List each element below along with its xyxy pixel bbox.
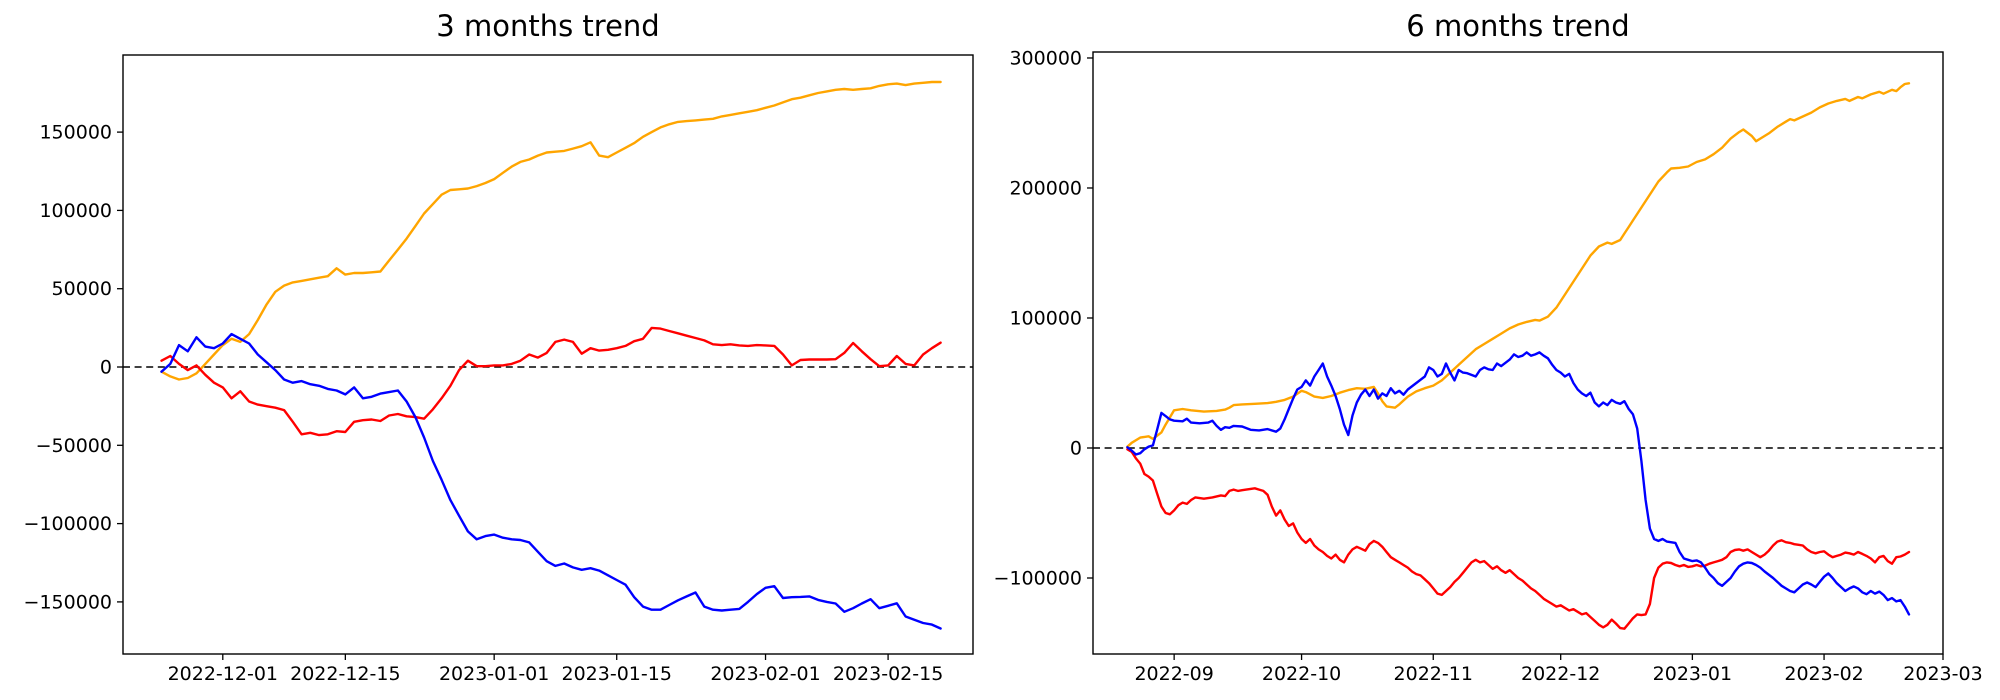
left-series-red-line xyxy=(160,326,942,437)
right-chart-title: 6 months trend xyxy=(1406,9,1629,43)
left-y-tick-label: −150000 xyxy=(24,591,112,613)
right-y-tick-label: 0 xyxy=(1070,437,1082,459)
left-x-tick-label: 2022-12-15 xyxy=(290,663,400,685)
left-y-tick-label: −100000 xyxy=(24,513,112,535)
right-y-tick-label: 300000 xyxy=(1009,47,1082,69)
right-chart: 6 months trend 2022-09 2022-10 2022-11 2022-… xyxy=(994,9,1983,685)
left-y-tick-label: 100000 xyxy=(39,200,112,222)
right-y-tick-label: 200000 xyxy=(1009,177,1082,199)
right-x-tick-label: 2022-09 xyxy=(1134,663,1213,685)
left-series-orange-line xyxy=(160,80,942,381)
left-x-tick-label: 2023-02-01 xyxy=(710,663,820,685)
right-y-tick-label: −100000 xyxy=(994,567,1082,589)
right-series-red-line xyxy=(1126,448,1911,630)
right-x-tick-label: 2023-01 xyxy=(1653,663,1732,685)
right-series-blue-line xyxy=(1126,351,1911,616)
left-y-tick-label: −50000 xyxy=(36,435,112,457)
left-plot-frame xyxy=(122,54,974,655)
left-chart: 3 months trend 2022-12-01 2022-12-15 2023-0… xyxy=(24,9,974,685)
right-x-tick-label: 2022-12 xyxy=(1521,663,1600,685)
left-y-tick-label: 50000 xyxy=(52,278,112,300)
right-y-tick-label: 100000 xyxy=(1009,307,1082,329)
right-x-tick-label: 2023-03 xyxy=(1903,663,1982,685)
left-x-tick-label: 2023-01-01 xyxy=(439,663,549,685)
left-x-tick-label: 2023-01-15 xyxy=(562,663,672,685)
left-y-tick-label: 0 xyxy=(100,357,112,379)
right-plot-frame xyxy=(1092,51,1944,655)
left-chart-title: 3 months trend xyxy=(436,9,659,43)
left-x-tick-label: 2022-12-01 xyxy=(168,663,278,685)
right-x-tick-label: 2022-10 xyxy=(1262,663,1341,685)
left-y-tick-label: 150000 xyxy=(39,122,112,144)
left-x-tick-label: 2023-02-15 xyxy=(833,663,943,685)
right-x-tick-label: 2023-02 xyxy=(1784,663,1863,685)
right-series-orange-line xyxy=(1126,82,1911,448)
left-series-blue-line xyxy=(160,332,942,630)
right-x-tick-label: 2022-11 xyxy=(1394,663,1473,685)
